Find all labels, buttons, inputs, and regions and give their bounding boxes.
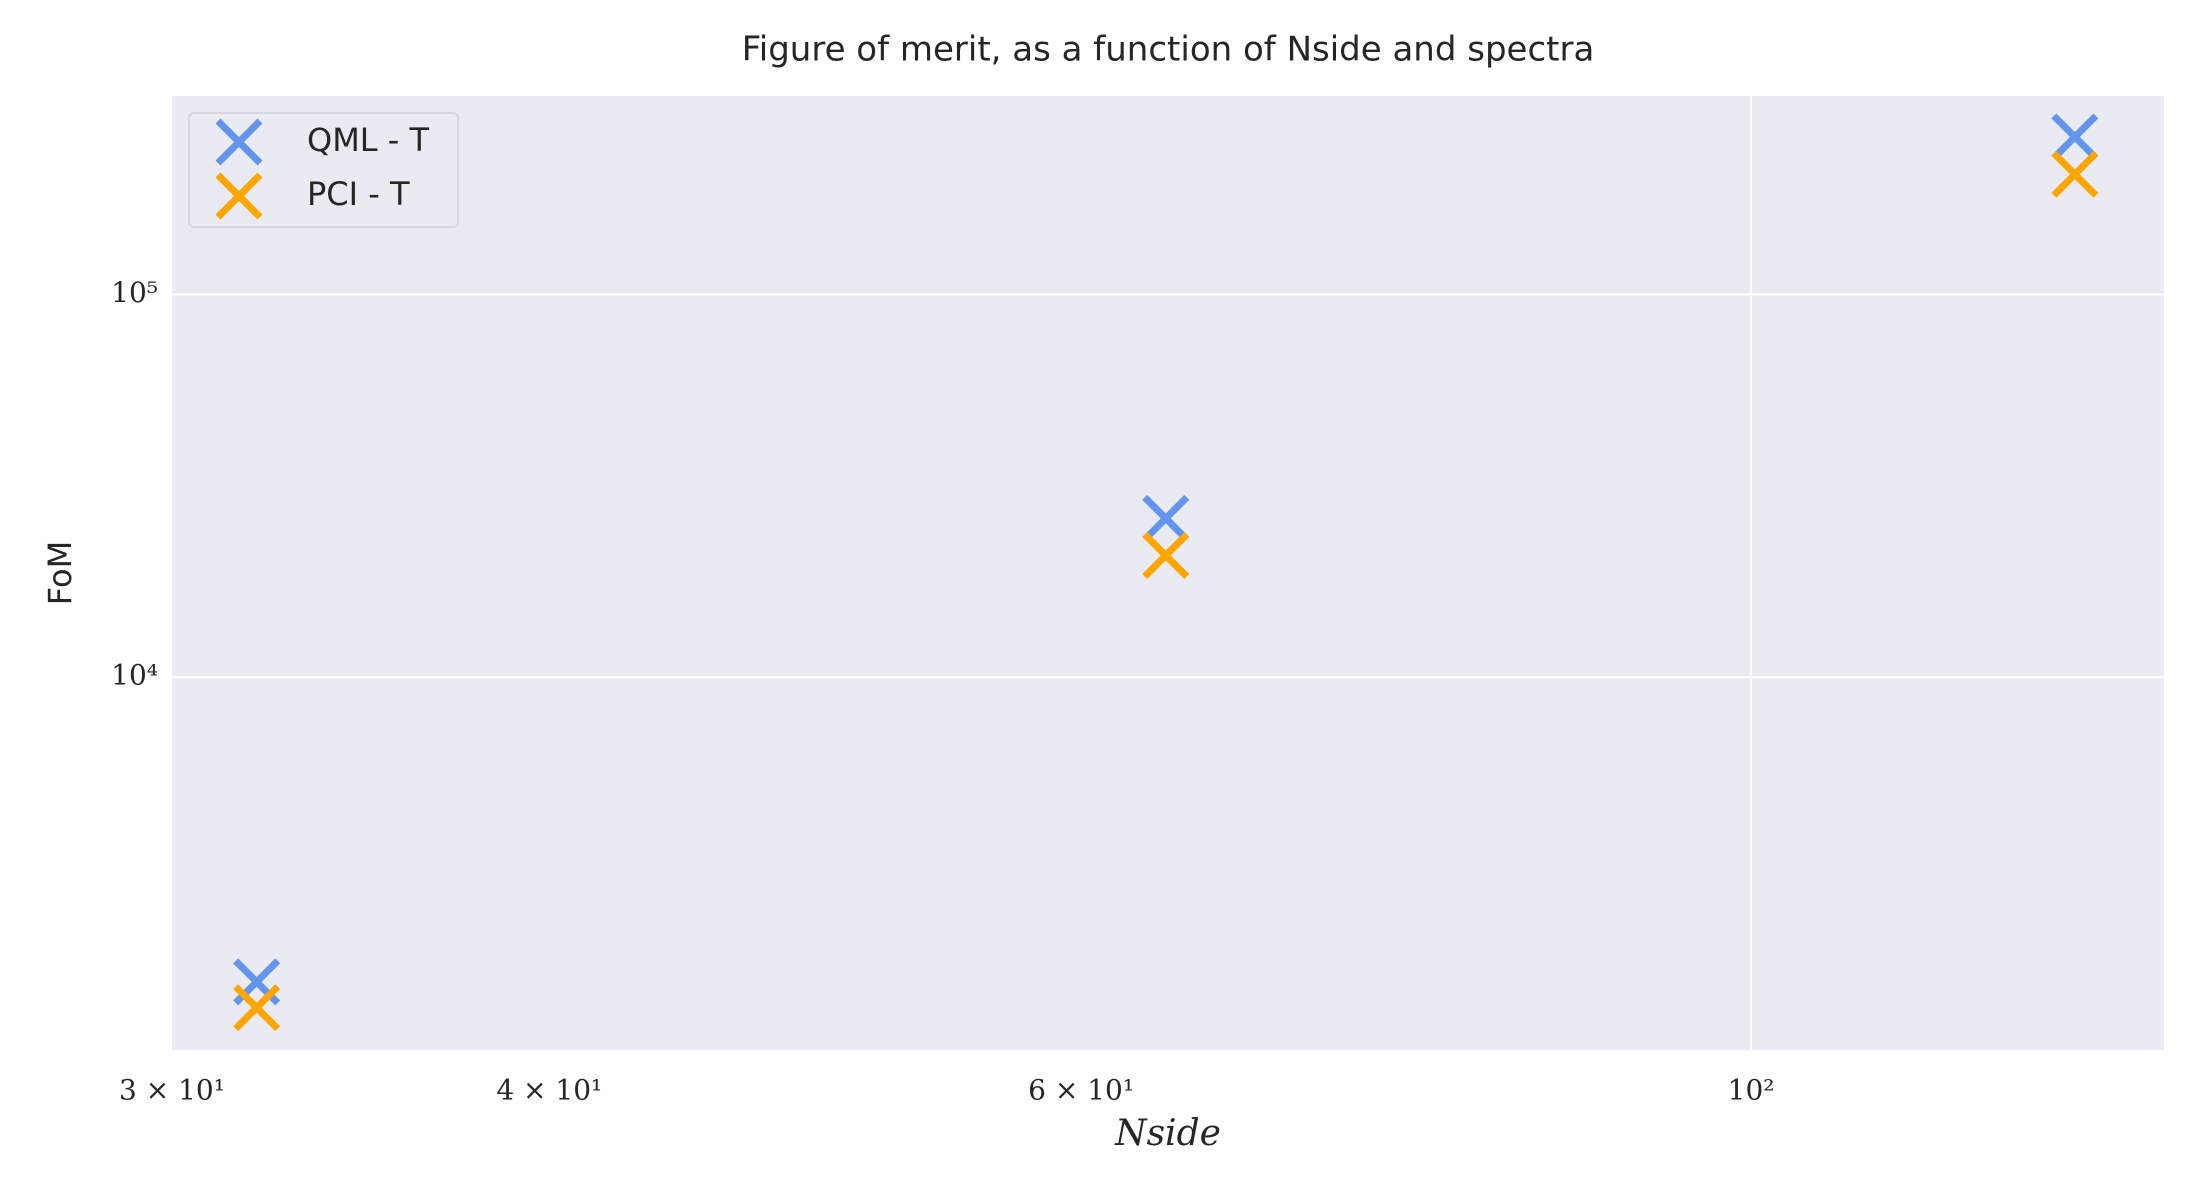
x-tick-label: 4 × 10¹ bbox=[496, 1074, 602, 1107]
y-tick-label: 10⁴ bbox=[111, 659, 158, 692]
x-axis-label: Nside bbox=[1114, 1113, 1221, 1154]
plot-area bbox=[172, 96, 2164, 1050]
marker bbox=[2051, 150, 2099, 198]
x-tick-label: 6 × 10¹ bbox=[1028, 1074, 1134, 1107]
legend-marker bbox=[215, 172, 263, 220]
legend: QML - T PCI - T bbox=[188, 112, 459, 228]
y-axis-label: FoM bbox=[41, 541, 79, 605]
y-tick-label: 10⁵ bbox=[111, 276, 158, 309]
legend-label: QML - T bbox=[307, 121, 430, 159]
marker bbox=[233, 984, 281, 1032]
marker bbox=[2051, 113, 2099, 161]
legend-marker bbox=[215, 118, 263, 166]
marker bbox=[1142, 532, 1190, 579]
x-tick-label: 10² bbox=[1728, 1074, 1775, 1107]
chart-title: Figure of merit, as a function of Nside … bbox=[742, 30, 1595, 70]
x-tick-label: 3 × 10¹ bbox=[119, 1074, 225, 1107]
legend-box bbox=[188, 112, 459, 228]
legend-label: PCI - T bbox=[307, 175, 410, 213]
marker bbox=[1142, 494, 1190, 542]
